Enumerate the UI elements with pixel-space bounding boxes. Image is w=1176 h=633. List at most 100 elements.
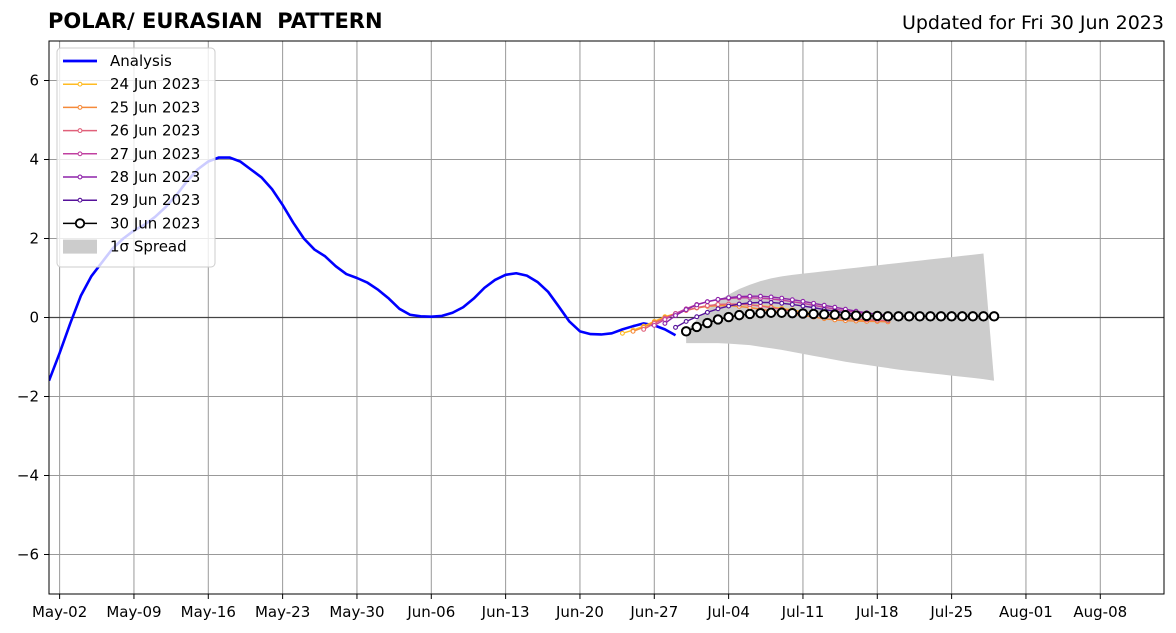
forecast-point bbox=[755, 307, 766, 319]
forecast-point bbox=[630, 328, 636, 334]
legend-marker bbox=[77, 81, 83, 87]
updated-label: Updated for Fri 30 Jun 2023 bbox=[901, 12, 1164, 34]
forecast-point bbox=[694, 302, 700, 308]
forecast-line bbox=[664, 295, 888, 324]
x-tick-label: Jun-27 bbox=[629, 603, 678, 621]
forecast-point bbox=[779, 300, 785, 306]
forecast-point bbox=[800, 298, 806, 304]
forecast-point bbox=[832, 304, 838, 310]
legend-marker bbox=[74, 218, 86, 229]
forecast-point bbox=[789, 302, 795, 307]
legend-marker bbox=[77, 197, 83, 203]
forecast-point bbox=[680, 326, 692, 337]
forecast-point bbox=[747, 300, 753, 306]
forecast-point bbox=[861, 310, 872, 322]
y-tick-label: 6 bbox=[29, 72, 39, 90]
x-tick-label: Jun-06 bbox=[406, 603, 455, 621]
forecast-point bbox=[662, 320, 668, 326]
y-tick-label: 4 bbox=[29, 151, 39, 169]
forecast-point bbox=[768, 294, 774, 300]
plot-area bbox=[49, 156, 1164, 382]
forecast-point bbox=[988, 311, 1000, 322]
forecast-point bbox=[747, 293, 753, 299]
forecast-point bbox=[914, 311, 925, 322]
forecast-point bbox=[694, 314, 700, 320]
forecast-point bbox=[779, 295, 785, 301]
forecast-point bbox=[683, 319, 689, 324]
forecast-point bbox=[715, 306, 721, 312]
forecast-point bbox=[776, 307, 787, 318]
x-tick-label: May-09 bbox=[106, 603, 161, 621]
legend-label: 29 Jun 2023 bbox=[110, 191, 200, 209]
x-tick-label: May-23 bbox=[255, 603, 310, 621]
legend-marker bbox=[77, 151, 83, 157]
legend-label: 30 Jun 2023 bbox=[110, 214, 200, 232]
x-tick-label: Aug-01 bbox=[999, 603, 1053, 621]
forecast-point bbox=[808, 308, 819, 320]
forecast-point bbox=[872, 310, 883, 322]
legend-label: 28 Jun 2023 bbox=[110, 168, 200, 186]
forecast-point bbox=[691, 321, 702, 333]
forecast-point bbox=[704, 309, 710, 315]
forecast-point bbox=[758, 293, 763, 299]
forecast-point bbox=[903, 311, 915, 322]
forecast-point bbox=[789, 297, 795, 303]
forecast-point bbox=[651, 322, 657, 328]
forecast-point bbox=[673, 313, 678, 318]
forecast-point bbox=[821, 302, 827, 308]
legend-label: 26 Jun 2023 bbox=[110, 122, 200, 140]
axes: May-02 May-09 May-16 May-23 May-30 Jun-06 Jun-… bbox=[17, 72, 1127, 622]
y-tick-label: −2 bbox=[17, 388, 39, 406]
forecast-point bbox=[662, 317, 668, 322]
forecast-point bbox=[702, 317, 713, 329]
forecast-point bbox=[797, 308, 809, 319]
x-tick-label: May-30 bbox=[329, 603, 384, 621]
legend-label: 27 Jun 2023 bbox=[110, 145, 200, 163]
x-tick-label: Jul-04 bbox=[706, 603, 750, 621]
forecast-point bbox=[704, 303, 710, 309]
x-tick-label: Aug-08 bbox=[1073, 603, 1127, 621]
legend: Analysis 24 Jun 2023 25 Jun 2023 26 Jun 202… bbox=[56, 47, 216, 268]
forecast-point bbox=[765, 307, 777, 318]
forecast-point bbox=[946, 311, 957, 322]
x-tick-label: May-02 bbox=[32, 603, 87, 621]
legend-label: 1σ Spread bbox=[110, 238, 187, 256]
forecast-point bbox=[619, 330, 625, 336]
forecast-point bbox=[768, 300, 774, 305]
forecast-point bbox=[683, 307, 689, 313]
legend-swatch bbox=[63, 239, 97, 254]
legend-marker bbox=[77, 104, 83, 110]
forecast-point bbox=[967, 311, 979, 322]
forecast-point bbox=[818, 309, 830, 320]
forecast-point bbox=[704, 299, 710, 305]
forecast-point bbox=[925, 311, 936, 322]
forecast-point bbox=[850, 310, 862, 321]
y-tick-label: −6 bbox=[17, 546, 39, 564]
forecast-point bbox=[723, 311, 734, 323]
x-tick-label: Jul-25 bbox=[929, 603, 973, 621]
forecast-point bbox=[829, 309, 841, 320]
legend-box bbox=[56, 47, 216, 268]
forecast-point bbox=[715, 302, 721, 307]
forecast-point bbox=[736, 301, 742, 307]
forecast-point bbox=[715, 296, 721, 302]
legend-label: Analysis bbox=[110, 52, 172, 70]
forecast-point bbox=[935, 311, 947, 322]
forecast-point bbox=[811, 300, 817, 306]
chart-title: POLAR/ EURASIAN PATTERN bbox=[48, 9, 383, 33]
forecast-point bbox=[744, 308, 756, 320]
forecast-point bbox=[978, 311, 989, 322]
legend-label: 24 Jun 2023 bbox=[110, 75, 200, 93]
forecast-point bbox=[840, 309, 851, 321]
x-tick-label: Jun-20 bbox=[555, 603, 604, 621]
legend-marker bbox=[77, 174, 83, 180]
y-tick-label: −4 bbox=[17, 467, 39, 485]
forecast-point bbox=[758, 300, 763, 305]
x-tick-label: Jul-11 bbox=[781, 603, 825, 621]
forecast-point bbox=[882, 311, 894, 322]
x-tick-label: Jun-13 bbox=[481, 603, 530, 621]
x-tick-label: Jul-18 bbox=[855, 603, 899, 621]
legend-marker bbox=[77, 128, 83, 134]
forecast-point bbox=[736, 294, 742, 300]
forecast-point bbox=[957, 311, 968, 322]
